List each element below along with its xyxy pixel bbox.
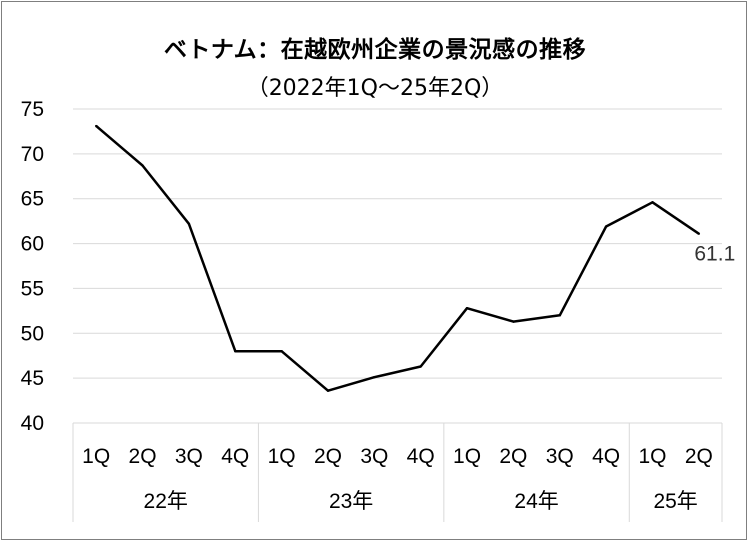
data-point: [651, 201, 654, 204]
data-point: [419, 365, 422, 368]
x-tick-label: 4Q: [221, 445, 249, 468]
data-point: [234, 350, 237, 353]
x-tick-label: 2Q: [499, 445, 527, 468]
data-point: [512, 320, 515, 323]
y-tick-label: 40: [21, 412, 44, 435]
x-tick-label: 3Q: [546, 445, 574, 468]
x-tick-label: 1Q: [268, 445, 296, 468]
x-tick-label: 2Q: [129, 445, 157, 468]
x-tick-label: 2Q: [314, 445, 342, 468]
x-tick-label: 1Q: [82, 445, 110, 468]
y-tick-label: 70: [21, 143, 44, 166]
data-point: [187, 222, 191, 226]
x-tick-label: 2Q: [685, 445, 713, 468]
data-point: [326, 389, 330, 392]
chart-subtitle: （2022年1Q～25年2Q）: [246, 76, 504, 101]
chart-title: ベトナム：在越欧州企業の景況感の推移: [163, 37, 587, 63]
data-point: [465, 306, 469, 310]
data-point: [558, 314, 561, 317]
x-tick-label: 4Q: [407, 445, 435, 468]
x-group-label: 23年: [329, 490, 373, 513]
x-group-label: 24年: [514, 490, 558, 513]
data-point: [280, 350, 283, 353]
data-point: [141, 164, 144, 167]
data-point: [94, 124, 98, 128]
x-group-label: 22年: [144, 490, 188, 513]
x-tick-label: 3Q: [175, 445, 203, 468]
series-line: [95, 125, 700, 392]
data-point: [604, 225, 608, 228]
y-tick-label: 55: [21, 277, 44, 300]
x-tick-label: 1Q: [638, 445, 666, 468]
data-label: 61.1: [694, 243, 735, 266]
y-tick-label: 45: [21, 367, 44, 390]
y-tick-label: 60: [21, 233, 44, 256]
data-point: [697, 232, 701, 235]
x-group-label: 25年: [653, 490, 697, 513]
data-point: [373, 376, 376, 379]
y-tick-label: 65: [21, 188, 44, 211]
x-tick-label: 1Q: [453, 445, 481, 468]
y-tick-label: 75: [21, 98, 44, 121]
y-tick-label: 50: [21, 322, 44, 345]
x-tick-label: 3Q: [360, 445, 388, 468]
x-tick-label: 4Q: [592, 445, 620, 468]
